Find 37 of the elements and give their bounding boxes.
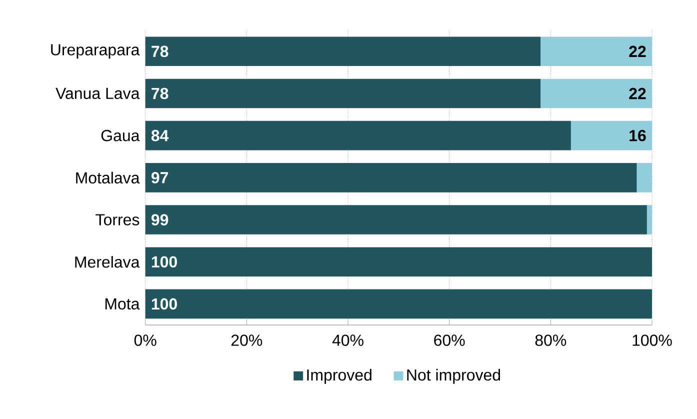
data-label: 97 [152,172,168,184]
bar [145,78,541,108]
bar [145,163,637,192]
x-tick-label: 100% [632,334,672,346]
bar [570,120,652,150]
y-tick-label: Vanua Lava [56,88,140,100]
data-label: 100 [152,256,177,268]
bar [145,36,541,66]
y-tick-label: Ureparapara [51,44,140,59]
y-tick-label: Mota [105,298,140,310]
bar [145,247,652,277]
data-label: 78 [152,46,168,58]
y-tick-label: Torres [96,214,140,226]
y-tick-label: Merelava [75,256,140,268]
x-tick-label: 80% [535,334,566,346]
data-label: 99 [152,214,168,226]
x-tick-label: 60% [434,334,465,346]
data-label: 100 [152,298,177,310]
x-tick-label: 40% [332,334,364,346]
x-tick-label: 0% [134,334,156,346]
legend-label: Not improved [407,368,500,384]
data-label: 22 [629,88,646,100]
bar [145,289,652,319]
x-tick-label: 20% [231,334,262,346]
bar [540,78,652,108]
y-tick-label: Gaua [101,130,140,142]
bar [145,205,647,234]
bar [145,120,571,150]
data-label: 22 [629,46,646,57]
legend-label: Improved [307,368,372,384]
bar [646,205,652,234]
data-label: 84 [151,130,169,142]
data-label: 16 [630,130,646,142]
bar [540,36,652,66]
bar [636,163,652,192]
data-label: 78 [152,88,168,100]
y-tick-label: Motalava [76,172,140,184]
